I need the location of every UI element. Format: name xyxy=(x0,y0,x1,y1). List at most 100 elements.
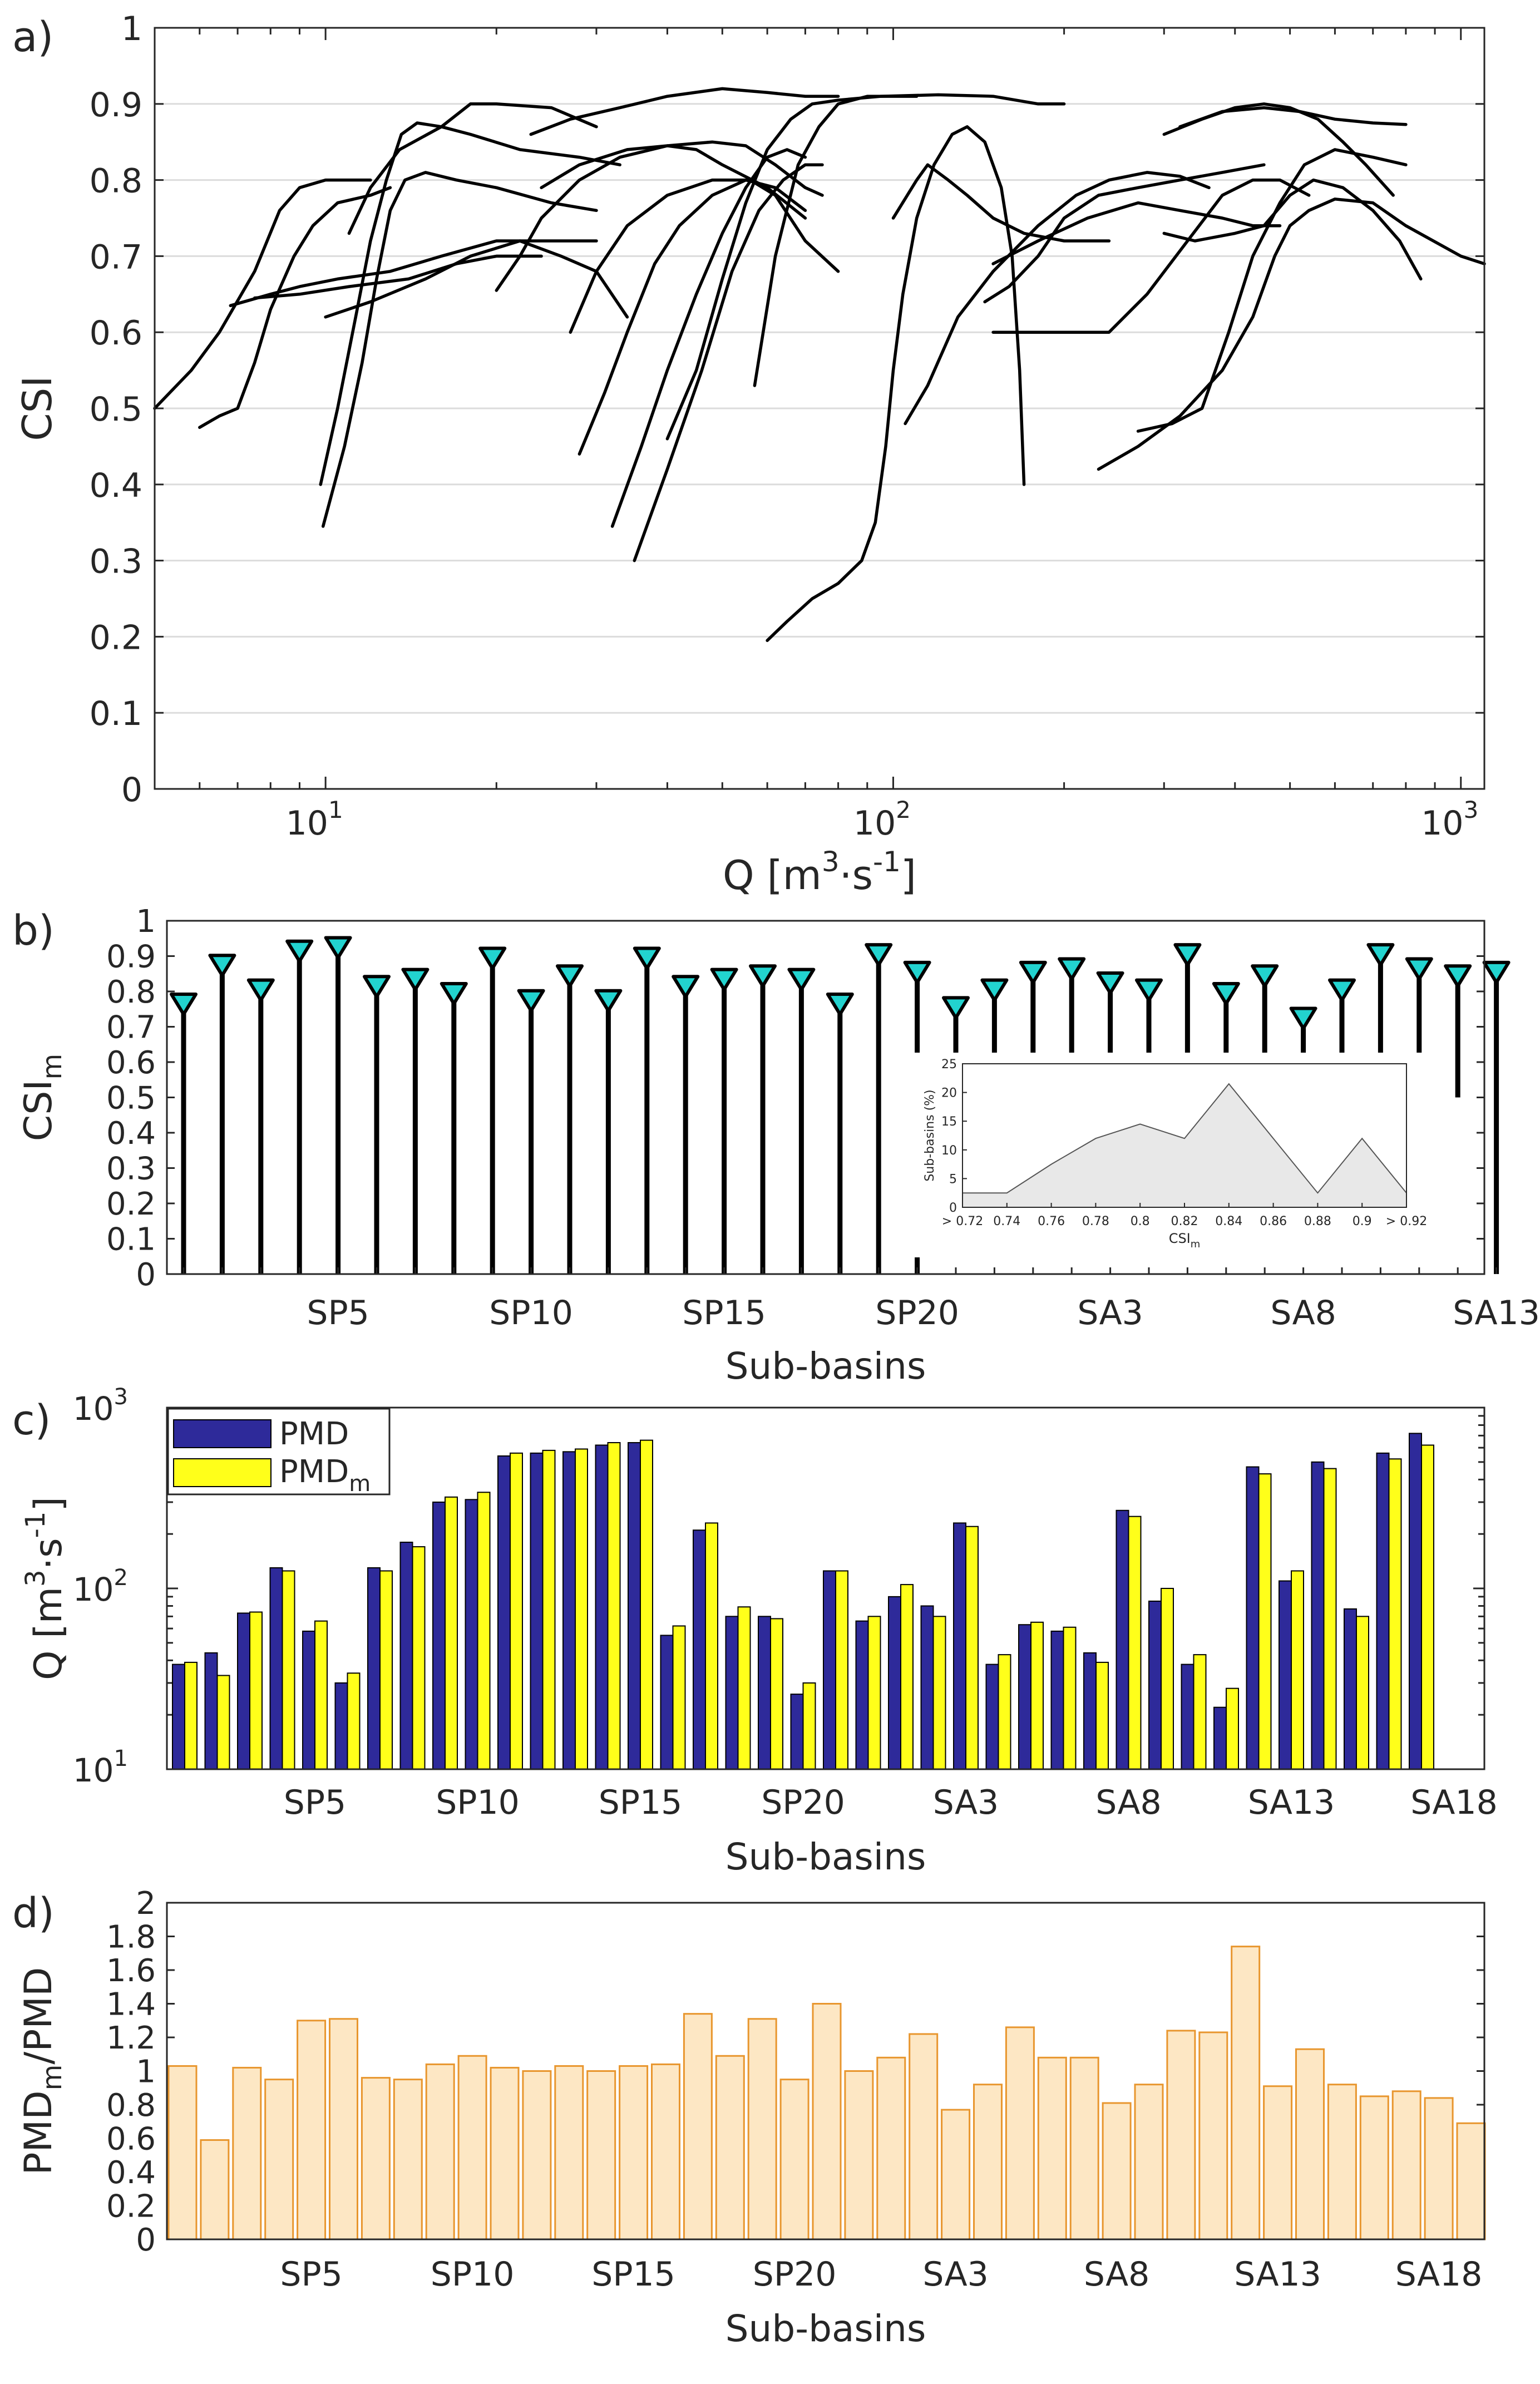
panel-d-bar xyxy=(457,2055,487,2240)
panel-d-bar xyxy=(619,2065,649,2240)
panel-a-curve xyxy=(1162,178,1423,281)
panel-a-ytick-label: 0.3 xyxy=(90,542,142,581)
panel-b-inset-ytick-label: 5 xyxy=(949,1172,957,1186)
panel-b-inset-xtick-label: 0.84 xyxy=(1215,1215,1242,1228)
panel-d-bar xyxy=(1198,2031,1228,2240)
panel-c-legend-label-pmdm: PMDm xyxy=(279,1454,371,1497)
panel-b-inset-ytick-label: 10 xyxy=(941,1144,957,1158)
panel-d-bar xyxy=(361,2077,391,2240)
panel-d: d) 00.20.40.60.811.21.41.61.82 SP5 SP10 SP15… xyxy=(12,1886,1486,2350)
panel-a-ytick-label: 0.2 xyxy=(90,618,142,657)
panel-a-ytick-label: 0.4 xyxy=(90,466,142,505)
panel-a-ytick-label: 0 xyxy=(121,771,142,810)
panel-d-bar xyxy=(1456,2122,1486,2240)
panel-c-legend-swatch-pmdm xyxy=(173,1458,272,1487)
panel-b-xtick-label: SP5 xyxy=(307,1294,369,1332)
panel-d-bar xyxy=(1359,2095,1389,2240)
panel-b-xlabel: Sub-basins xyxy=(725,1345,926,1388)
panel-d-ytick-label: 0.4 xyxy=(106,2155,156,2191)
panel-a-curve xyxy=(766,125,1026,642)
panel-b-marker xyxy=(1212,982,1240,1005)
panel-a-curve xyxy=(1136,148,1408,433)
panel-d-xtick-label: SP5 xyxy=(280,2255,342,2294)
panel-a-curve xyxy=(324,239,629,319)
panel-a-curve xyxy=(1097,198,1486,471)
panel-c-bar-pmdm xyxy=(282,1570,295,1770)
panel-d-ytick-label: 1 xyxy=(136,2054,156,2090)
panel-c-bar-pmd xyxy=(399,1542,413,1770)
panel-b-marker xyxy=(324,936,352,960)
panel-c-legend-label-pmd: PMD xyxy=(279,1416,349,1452)
panel-d-bar xyxy=(941,2109,971,2240)
panel-b-ytick-label: 0.6 xyxy=(106,1045,156,1081)
panel-c-bar-pmdm xyxy=(510,1452,523,1770)
panel-b-marker xyxy=(170,993,198,1016)
panel-c-bar-pmdm xyxy=(314,1620,328,1770)
panel-d-bar xyxy=(1424,2097,1454,2240)
panel-d-bar xyxy=(683,2013,713,2240)
panel-d-bar xyxy=(264,2079,294,2240)
panel-d-bar xyxy=(329,2018,358,2240)
panel-c-bar-pmd xyxy=(367,1567,381,1770)
panel-b-ytick-label: 0.7 xyxy=(106,1010,156,1046)
panel-d-bar xyxy=(554,2065,584,2240)
panel-b-inset-ytick-label: 25 xyxy=(941,1058,957,1072)
panel-c-xlabel: Sub-basins xyxy=(725,1835,926,1878)
panel-c-bar-pmd xyxy=(465,1499,478,1770)
panel-c-bar-pmd xyxy=(1344,1608,1357,1770)
panel-a-xtick-label: 103 xyxy=(1421,796,1478,843)
panel-c-bar-pmd xyxy=(1311,1461,1325,1770)
panel-b-marker xyxy=(980,978,1009,1002)
panel-c-bar-pmdm xyxy=(1161,1588,1174,1770)
panel-c-xtick-label: SA8 xyxy=(1095,1783,1161,1822)
panel-b-marker xyxy=(1173,943,1202,967)
panel-b-xtick-label: SA8 xyxy=(1270,1294,1336,1332)
panel-c-bar-pmdm xyxy=(607,1442,621,1770)
panel-b-inset-axes-box xyxy=(962,1063,1407,1208)
panel-a-curve xyxy=(198,186,392,429)
panel-c-bar-pmdm xyxy=(1030,1621,1044,1770)
panel-c-bar-pmdm xyxy=(477,1492,491,1770)
panel-a-curve xyxy=(991,201,1282,265)
panel-b-inset-ytick-label: 15 xyxy=(941,1115,957,1129)
panel-d-ylabel: PMDm/PMD xyxy=(17,1967,68,2175)
panel-b-xtick-label: SP15 xyxy=(682,1294,766,1332)
panel-b-inset-xtick-label: 0.8 xyxy=(1131,1215,1150,1228)
panel-a-curve xyxy=(633,163,824,562)
panel-b-ytick-label: 0 xyxy=(136,1257,156,1293)
panel-d-xtick-label: SA8 xyxy=(1084,2255,1149,2294)
panel-d-bar xyxy=(586,2070,616,2240)
panel-c-bar-pmdm xyxy=(1193,1654,1207,1770)
panel-b-ytick-label: 0.5 xyxy=(106,1080,156,1117)
panel-b-marker xyxy=(749,964,777,988)
panel-c-bar-pmdm xyxy=(640,1439,653,1770)
panel-a-curve xyxy=(578,178,807,456)
panel-a-ytick-label: 0.9 xyxy=(90,86,142,125)
panel-c-bar-pmdm xyxy=(1356,1616,1369,1770)
panel-c-bar-pmd xyxy=(1083,1652,1097,1770)
panel-a-xtick-label: 101 xyxy=(286,796,343,843)
panel-a-ylabel: CSI xyxy=(14,376,61,441)
panel-c-bar-pmdm xyxy=(1388,1458,1402,1770)
panel-d-ytick-label: 0.2 xyxy=(106,2189,156,2225)
panel-a-curve xyxy=(253,254,543,300)
panel-c-bar-pmdm xyxy=(835,1570,848,1770)
panel-a-curve xyxy=(1178,106,1408,129)
panel-a-xtick-label: 102 xyxy=(853,796,911,843)
panel-c-bar-pmd xyxy=(302,1630,315,1770)
panel-d-xtick-label: SP15 xyxy=(591,2255,675,2294)
panel-d-bar xyxy=(1134,2084,1164,2240)
panel-b-inset-ylabel: Sub-basins (%) xyxy=(923,1089,937,1181)
panel-d-bar xyxy=(973,2084,1003,2240)
panel-b-ytick-label: 0.1 xyxy=(106,1222,156,1258)
panel-b-marker xyxy=(903,960,931,984)
panel-a-ytick-label: 1 xyxy=(121,9,142,48)
panel-b-marker xyxy=(787,968,816,991)
panel-d-ytick-label: 0.6 xyxy=(106,2121,156,2158)
panel-c-xtick-label: SA18 xyxy=(1410,1783,1498,1822)
panel-d-bar xyxy=(167,2065,198,2240)
panel-d-ytick-label: 1.6 xyxy=(106,1953,156,1989)
